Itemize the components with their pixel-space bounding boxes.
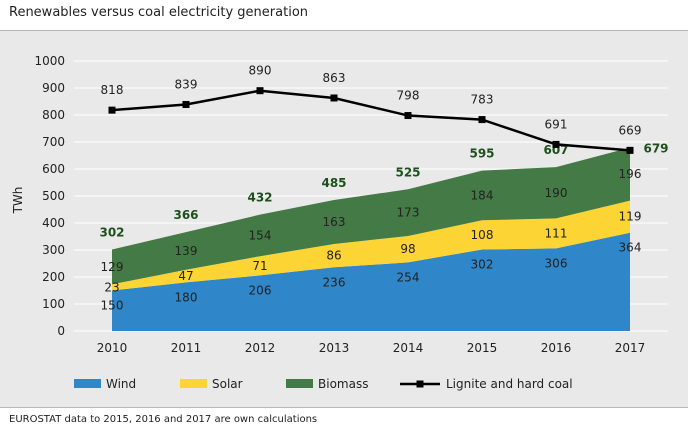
legend-swatch-wind [74,379,101,388]
coal-marker [478,116,486,124]
data-label-coal: 691 [545,117,568,131]
total-label: 595 [469,147,494,161]
y-tick-label: 0 [57,324,65,338]
data-label-solar: 111 [545,226,568,240]
coal-marker [182,100,190,108]
data-label-biomass: 196 [619,167,642,181]
x-tick-label: 2014 [393,341,424,355]
data-label-solar: 98 [400,242,415,256]
y-tick-label: 100 [42,297,65,311]
data-label-biomass: 173 [397,206,420,220]
legend-swatch-solar [180,379,207,388]
x-tick-label: 2017 [615,341,646,355]
legend-label-coal: Lignite and hard coal [446,377,573,391]
legend-label-wind: Wind [106,377,136,391]
y-tick-label: 600 [42,162,65,176]
data-label-coal: 818 [101,83,124,97]
data-label-solar: 23 [104,280,119,294]
line-coal [111,89,631,152]
total-label: 366 [173,208,198,222]
source-note: EUROSTAT data to 2015, 2016 and 2017 are… [9,414,318,425]
y-axis-label: TWh [11,187,25,215]
data-label-solar: 71 [252,259,267,273]
y-tick-label: 300 [42,243,65,257]
data-label-solar: 47 [178,269,193,283]
data-label-wind: 180 [175,290,198,304]
coal-marker [552,140,560,148]
data-label-wind: 206 [249,283,272,297]
x-tick-label: 2010 [97,341,128,355]
coal-marker [330,94,338,102]
legend-marker-coal [416,380,424,388]
data-label-biomass: 184 [471,188,494,202]
coal-marker [108,106,116,114]
data-label-coal: 669 [619,123,642,137]
y-tick-label: 900 [42,81,65,95]
y-tick-label: 500 [42,189,65,203]
total-label: 302 [99,225,124,239]
x-tick-label: 2016 [541,341,572,355]
data-label-wind: 254 [397,270,420,284]
area-biomass [112,147,630,285]
data-label-solar: 108 [471,228,494,242]
data-label-biomass: 139 [175,244,198,258]
data-label-wind: 306 [545,256,568,270]
chart-title: Renewables versus coal electricity gener… [9,5,309,20]
data-label-coal: 839 [175,77,198,91]
legend-label-solar: Solar [212,377,243,391]
total-label: 525 [395,165,420,179]
area-wind [112,232,630,331]
total-label: 679 [643,142,668,156]
coal-marker [256,87,264,95]
total-label: 432 [247,191,272,205]
chart: 0 100 200 300 400 500 600 700 800 900 1000 TWh 150 18… [11,54,669,391]
legend-swatch-biomass [286,379,313,388]
y-tick-label: 1000 [34,54,65,68]
coal-marker [404,112,412,120]
area-solar [112,200,630,291]
x-tick-label: 2015 [467,341,498,355]
data-label-wind: 236 [323,275,346,289]
data-label-biomass: 154 [249,228,272,242]
data-label-biomass: 163 [323,215,346,229]
data-label-wind: 302 [471,257,494,271]
total-label: 607 [543,143,568,157]
coal-marker [626,146,634,154]
data-label-coal: 798 [397,89,420,103]
data-label-coal: 783 [471,93,494,107]
data-label-coal: 863 [323,71,346,85]
y-tick-label: 800 [42,108,65,122]
x-tick-label: 2011 [171,341,202,355]
data-label-solar: 86 [326,249,341,263]
y-tick-label: 200 [42,270,65,284]
data-label-biomass: 129 [101,260,124,274]
x-tick-label: 2013 [319,341,350,355]
data-label-coal: 890 [249,64,272,78]
data-label-solar: 119 [619,210,642,224]
legend-label-biomass: Biomass [318,377,368,391]
total-label: 485 [321,176,346,190]
data-label-biomass: 190 [545,186,568,200]
y-tick-label: 400 [42,216,65,230]
data-label-wind: 150 [101,299,124,313]
x-tick-label: 2012 [245,341,276,355]
y-tick-label: 700 [42,135,65,149]
data-label-wind: 364 [619,241,642,255]
